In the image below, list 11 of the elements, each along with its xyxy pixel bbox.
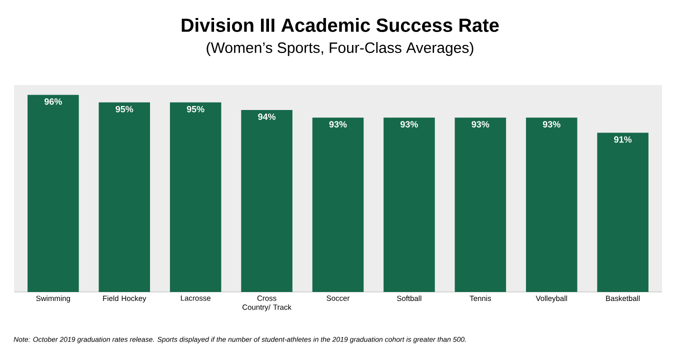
data-label: 93% [329, 121, 347, 128]
chart-title: Division III Academic Success Rate [182, 18, 499, 32]
data-label: 94% [258, 114, 276, 120]
data-label: 93% [400, 121, 418, 128]
data-label: 91% [614, 136, 632, 143]
data-label: 93% [472, 121, 490, 128]
data-label: 95% [186, 106, 204, 112]
chart-subtitle: (Women’s Sports, Four-Class Averages) [206, 42, 474, 56]
data-label: 96% [44, 98, 62, 105]
data-label: 93% [542, 121, 560, 128]
data-label: 95% [116, 106, 134, 112]
